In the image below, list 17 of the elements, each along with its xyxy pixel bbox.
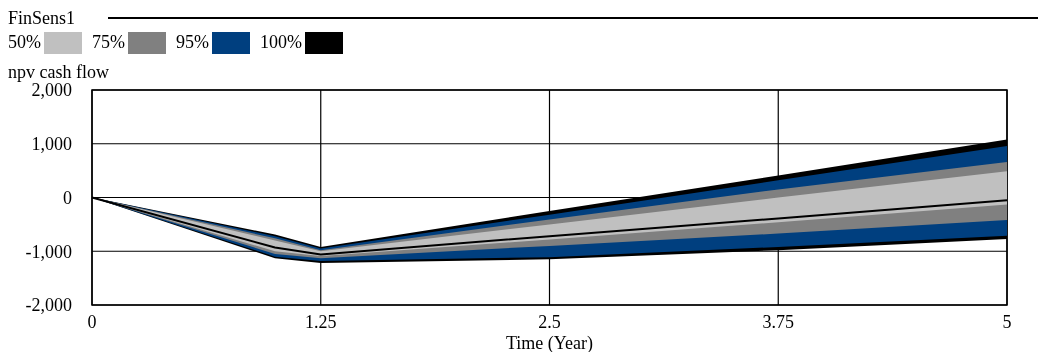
- y-tick-label: 0: [63, 187, 72, 208]
- chart-title: FinSens1: [8, 8, 76, 28]
- y-tick-label: 2,000: [31, 80, 72, 101]
- legend-label: 100%: [260, 32, 302, 52]
- legend-label: 75%: [92, 32, 125, 52]
- y-tick-label: -2,000: [25, 295, 72, 316]
- x-tick-label: 5: [1002, 312, 1012, 332]
- y-tick-label: -1,000: [25, 241, 72, 262]
- y-tick-label: 1,000: [31, 134, 72, 155]
- legend-label: 95%: [176, 32, 209, 52]
- legend-label: 50%: [8, 32, 41, 52]
- x-tick-label: 1.25: [305, 312, 337, 332]
- x-tick-label: 0: [87, 312, 97, 332]
- x-tick-label: 3.75: [762, 312, 794, 332]
- x-tick-label: 2.5: [538, 312, 561, 332]
- x-axis-title: Time (Year): [505, 333, 594, 354]
- y-axis-title: npv cash flow: [8, 62, 109, 82]
